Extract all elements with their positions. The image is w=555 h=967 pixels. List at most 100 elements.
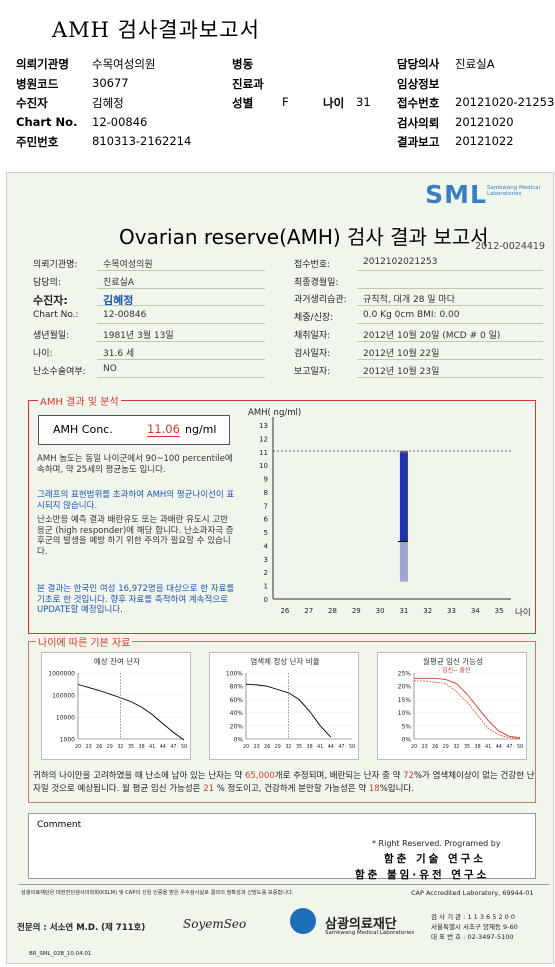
x-tick-label: 34 xyxy=(471,607,480,615)
mini-y-tick: 100% xyxy=(226,671,243,678)
header-c1l-3: Chart No. xyxy=(16,114,78,129)
mini-x-tick: 23 xyxy=(254,744,260,750)
divider xyxy=(19,884,549,885)
mini-y-tick: 0% xyxy=(401,737,411,744)
y-tick-label: 8 xyxy=(264,489,268,497)
left-underline-3 xyxy=(97,323,265,324)
mini-x-tick: 50 xyxy=(517,744,523,750)
right-value-2: 규칙적, 대개 28 일 마다 xyxy=(363,295,455,305)
right-underline-4 xyxy=(357,341,543,342)
x-tick-label: 29 xyxy=(352,607,361,615)
note-percentile: AMH 농도는 동일 나이군에서 90~100 percentile에 속하며,… xyxy=(37,454,233,475)
left-value-4: 1981년 3월 13일 xyxy=(103,331,174,341)
header-c1v-0: 수목여성의원 xyxy=(92,57,156,71)
contact-3: 대 표 번 호 : 02-3497-5100 xyxy=(431,933,514,941)
foundation-name: 삼광의료재단 xyxy=(325,917,397,932)
left-label-6: 난소수술여부: xyxy=(33,367,86,377)
mini-y-tick: 100000 xyxy=(52,693,75,700)
right-value-6: 2012년 10월 23일 xyxy=(363,367,440,377)
right-label-0: 접수번호: xyxy=(294,260,331,270)
sml-logo-subtitle: Samkwang Medical Laboratories xyxy=(487,185,541,197)
amh-conc-value: 11.06 xyxy=(147,422,180,437)
right-label-1: 최종경월일: xyxy=(294,278,339,288)
mini-x-tick: 44 xyxy=(496,744,502,750)
mini-series-line xyxy=(414,677,521,739)
left-value-6: NO xyxy=(103,364,117,374)
left-value-3: 12-00846 xyxy=(103,310,147,320)
mini-y-tick: 40% xyxy=(230,710,244,717)
mini-y-tick: 20% xyxy=(230,723,244,730)
right-value-5: 2012년 10월 22일 xyxy=(363,349,440,359)
right-underline-2 xyxy=(357,305,543,306)
mini-x-tick: 47 xyxy=(338,744,344,750)
mini-x-tick: 35 xyxy=(128,744,134,750)
amh-conc-label: AMH Conc. xyxy=(53,423,113,436)
mini-x-tick: 41 xyxy=(317,744,323,750)
mini-x-tick: 20 xyxy=(75,744,81,750)
report-title: Ovarian reserve(AMH) 검사 결과 보고서 xyxy=(119,225,489,249)
foundation-subtitle: Samkwang Medical Laboratories xyxy=(325,930,415,936)
right-underline-1 xyxy=(357,288,543,289)
header-c2l-0: 병동 xyxy=(232,57,254,71)
x-tick-label: 35 xyxy=(495,607,504,615)
mini-y-tick: 1000 xyxy=(60,737,75,744)
mini-y-tick: 10000 xyxy=(56,715,75,722)
right-value-0: 2012102021253 xyxy=(363,257,438,267)
header-c2l-1: 진료과 xyxy=(232,76,264,91)
header-c2v-2: F xyxy=(282,95,289,109)
header-c4l-1: 임상정보 xyxy=(397,76,440,91)
header-c1l-2: 수진자 xyxy=(16,96,48,110)
summary-text-5: %입니다. xyxy=(379,783,414,794)
lab-name-1: 함춘 기술 연구소 xyxy=(384,853,486,865)
section-title-age: 나이에 따른 기본 자료 xyxy=(36,634,133,649)
header-c4v-0: 진료실A xyxy=(455,57,495,71)
y-axis-label: AMH( ng/ml) xyxy=(248,408,301,418)
mini-y-tick: 1000000 xyxy=(48,671,75,678)
mini-legend: - 임신-- 출산 xyxy=(438,666,471,674)
mini-x-tick: 23 xyxy=(422,744,428,750)
amh-conc-box: AMH Conc. 11.06 ng/ml xyxy=(38,415,230,445)
header-c1l-0: 의뢰기관명 xyxy=(16,57,69,71)
header-c1l-1: 병원코드 xyxy=(16,76,59,91)
mini-title: 월평균 임신 가능성 xyxy=(423,656,483,666)
left-label-2: 수진자: xyxy=(33,294,68,307)
lab-name-2: 함춘 불임·유전 연구소 xyxy=(355,869,490,881)
mini-y-tick: 15% xyxy=(398,697,412,704)
mini-x-tick: 38 xyxy=(307,744,313,750)
right-value-3: 0.0 Kg 0cm BMI: 0.00 xyxy=(363,310,460,320)
normal-chromosome-chart: 염색체 정상 난자 비율 100% 80% 60% 40% 20% 0%20 23 26 29 32… xyxy=(209,652,359,760)
amh-result-box: AMH 결과 및 분석 AMH Conc. 11.06 ng/ml AMH 농도… xyxy=(28,393,536,634)
header-c1v-1: 30677 xyxy=(92,75,129,90)
mini-y-tick: 80% xyxy=(230,684,244,691)
report-sheet: SML Samkwang Medical Laboratories Ovaria… xyxy=(6,172,554,964)
contact-2: 서울특별시 서초구 양재동 9-60 xyxy=(431,923,518,931)
note-data-source: 본 결과는 한국인 여성 16,972명을 대상으로 한 자료를 기초로 한 것… xyxy=(37,584,235,616)
mini-x-tick: 29 xyxy=(443,744,449,750)
disclaimer-text: 삼광의료재단은 대한진단검사의학회(KSLM) 및 CAP의 신임 인증을 받은… xyxy=(21,890,294,896)
age-reference-box: 나이에 따른 기본 자료 예상 잔여 난자 1000000 100000 10000 1… xyxy=(28,634,536,803)
mini-x-tick: 44 xyxy=(160,744,166,750)
report-number: 2012-0024419 xyxy=(475,241,545,252)
mini-x-tick: 50 xyxy=(181,744,187,750)
x-axis-label: 나이 xyxy=(515,607,531,618)
summary-birth-value: 18 xyxy=(368,783,380,794)
rights-text: * Right Reserved. Programed by xyxy=(372,839,501,848)
left-label-5: 나이: xyxy=(33,349,53,359)
x-tick-label: 27 xyxy=(304,607,313,615)
mini-x-tick: 35 xyxy=(296,744,302,750)
note-range: 그래프의 표현범위를 초과하여 AMH의 평균나이선이 표시되지 않습니다. xyxy=(37,490,235,511)
summary-text-2: 개로 추정되며, 배란되는 난자 중 약 xyxy=(274,771,404,781)
foundation-logo-icon xyxy=(290,908,316,934)
mini-x-tick: 29 xyxy=(107,744,113,750)
y-tick-label: 3 xyxy=(264,556,268,564)
mini-title: 예상 잔여 난자 xyxy=(94,656,140,666)
mini-x-tick: 44 xyxy=(328,744,334,750)
mini-x-tick: 32 xyxy=(453,744,459,750)
y-tick-label: 7 xyxy=(264,502,268,510)
mini-title: 염색체 정상 난자 비율 xyxy=(250,656,319,666)
summary-text-1: 귀하의 나이만을 고려하였을 때 난소에 남아 있는 난자는 약 xyxy=(33,771,245,781)
y-tick-label: 2 xyxy=(264,569,268,577)
mini-x-tick: 26 xyxy=(96,744,102,750)
amh-conc-unit: ng/ml xyxy=(185,423,217,436)
